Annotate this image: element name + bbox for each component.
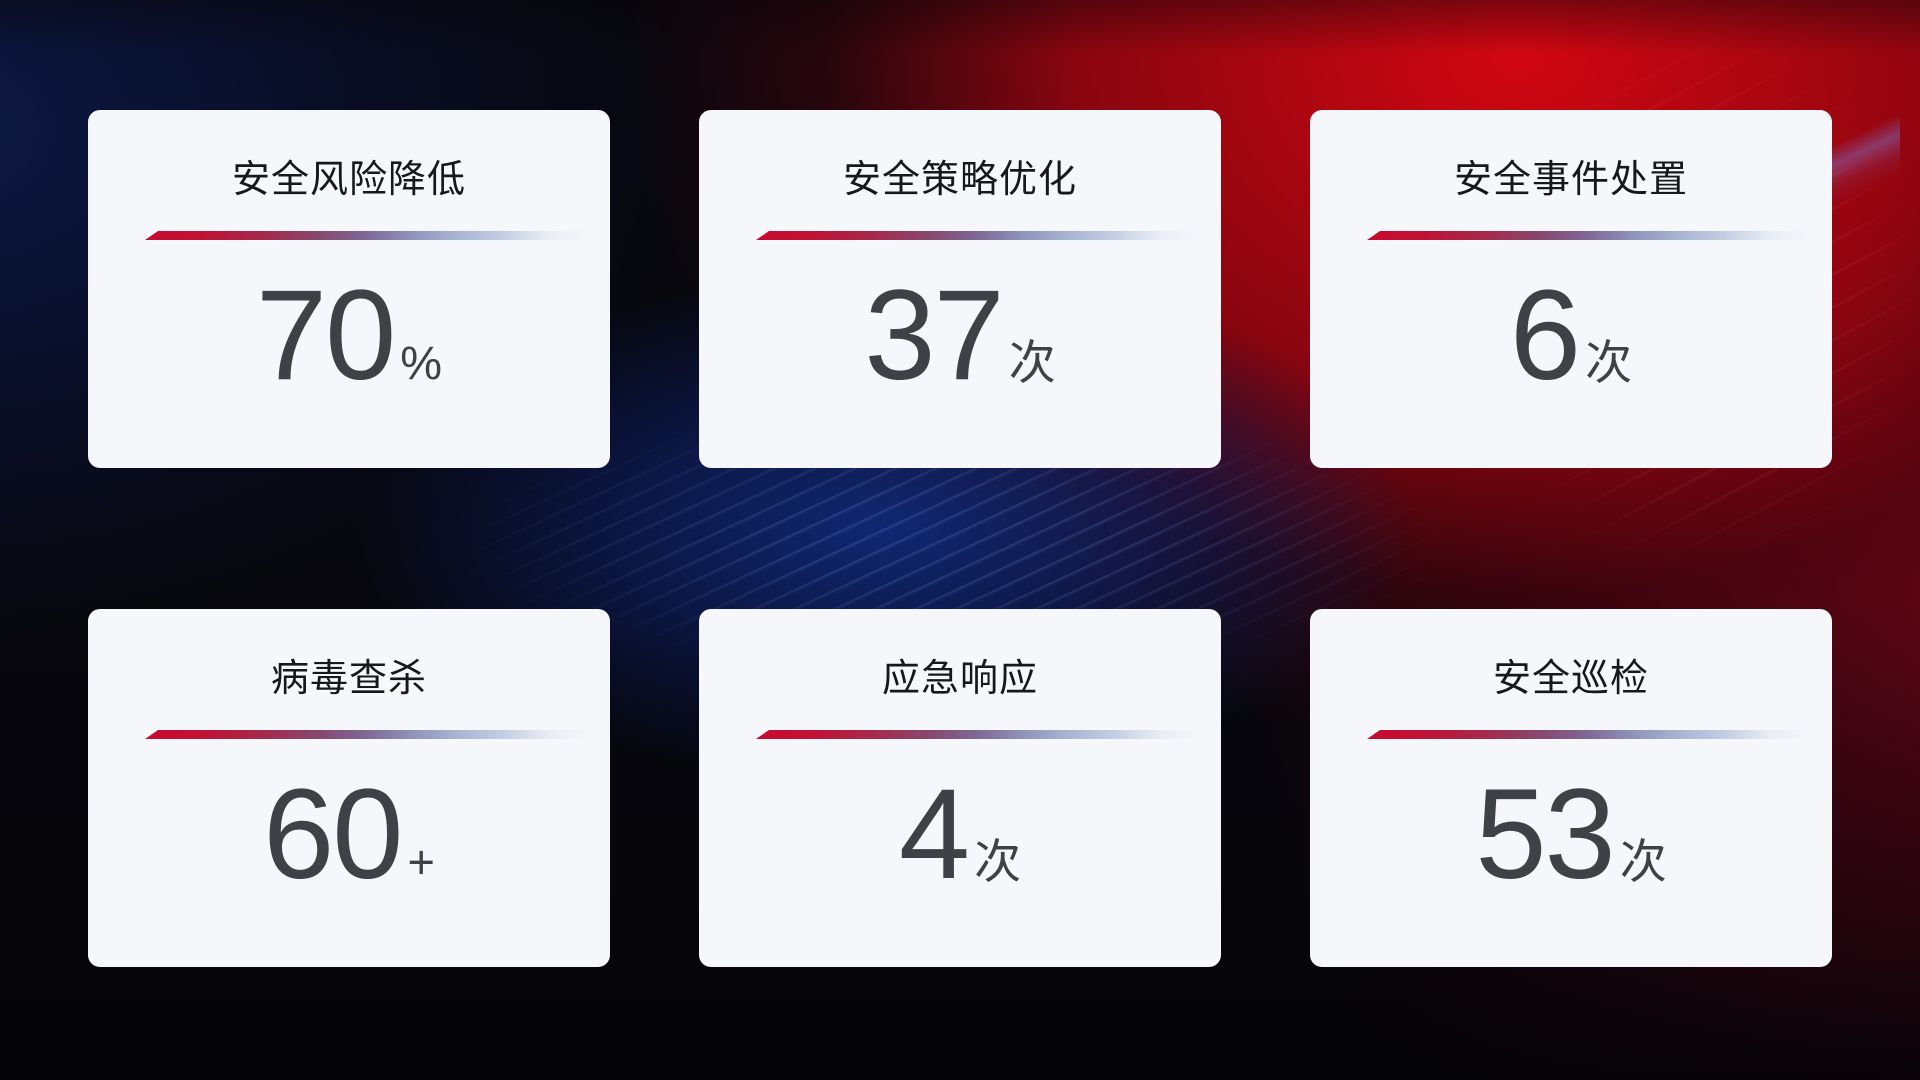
- card-divider: [1367, 231, 1825, 240]
- card-value: 60 +: [263, 771, 435, 899]
- value-number: 60: [263, 763, 403, 906]
- value-unit: +: [407, 835, 435, 888]
- card-value: 4 次: [899, 771, 1021, 899]
- stat-card-incident-handling: 安全事件处置 6 次: [1310, 110, 1832, 468]
- stat-cards-grid: 安全风险降低 70 % 安全策略优化 37 次 安全事件处置 6 次 病毒查杀 …: [88, 110, 1832, 967]
- card-value: 37 次: [864, 272, 1055, 400]
- card-title: 应急响应: [881, 658, 1038, 700]
- card-value: 6 次: [1510, 272, 1632, 400]
- value-number: 6: [1509, 264, 1581, 407]
- stat-card-security-inspection: 安全巡检 53 次: [1310, 609, 1832, 967]
- card-divider: [756, 730, 1214, 739]
- card-title: 病毒查杀: [270, 658, 427, 700]
- value-number: 4: [898, 763, 970, 906]
- card-divider: [756, 231, 1214, 240]
- card-divider: [145, 231, 603, 240]
- value-unit: 次: [974, 835, 1022, 888]
- stat-card-virus-scan: 病毒查杀 60 +: [88, 609, 610, 967]
- value-unit: 次: [1585, 336, 1633, 389]
- value-unit: %: [400, 336, 443, 389]
- card-divider: [145, 730, 603, 739]
- card-value: 53 次: [1475, 771, 1666, 899]
- value-unit: 次: [1619, 835, 1667, 888]
- stat-card-policy-optimization: 安全策略优化 37 次: [699, 110, 1221, 468]
- card-title: 安全事件处置: [1453, 159, 1688, 201]
- card-title: 安全巡检: [1492, 658, 1649, 700]
- value-number: 53: [1475, 763, 1615, 906]
- value-number: 37: [864, 264, 1004, 407]
- value-unit: 次: [1008, 336, 1056, 389]
- value-number: 70: [255, 264, 396, 407]
- stat-card-emergency-response: 应急响应 4 次: [699, 609, 1221, 967]
- card-divider: [1367, 730, 1825, 739]
- card-title: 安全风险降低: [231, 159, 466, 201]
- card-title: 安全策略优化: [842, 159, 1077, 201]
- card-value: 70 %: [256, 272, 442, 400]
- stat-card-risk-reduction: 安全风险降低 70 %: [88, 110, 610, 468]
